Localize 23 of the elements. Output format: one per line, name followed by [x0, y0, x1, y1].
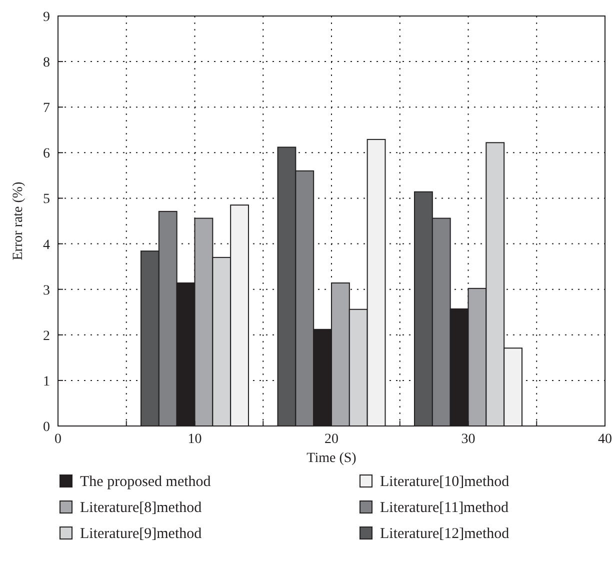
y-tick-label: 6 [43, 146, 50, 162]
y-tick-label: 5 [43, 192, 50, 208]
legend-label: Literature[10]method [380, 474, 510, 490]
legend-label: Literature[8]method [80, 500, 202, 516]
legend-label: Literature[11]method [380, 500, 510, 516]
y-tick-label: 2 [43, 328, 50, 344]
y-tick-label: 0 [43, 420, 50, 435]
x-tick-label: 20 [324, 432, 338, 447]
y-tick-label: 9 [43, 10, 50, 25]
x-tick-label: 10 [188, 432, 202, 447]
y-tick-label: 7 [43, 101, 50, 116]
y-tick-label: 1 [43, 374, 50, 390]
x-tick-label: 30 [461, 432, 476, 447]
legend-label: Literature[9]method [80, 526, 202, 542]
legend-label: Literature[12]method [380, 526, 510, 542]
y-tick-label: 8 [43, 56, 50, 71]
x-tick-label: 0 [54, 432, 62, 447]
y-tick-label: 3 [43, 283, 50, 298]
y-tick-label: 4 [43, 238, 50, 253]
y-axis-title: Error rate (%) [11, 181, 26, 260]
legend-label: The proposed method [80, 474, 212, 490]
x-axis-title: Time (S) [306, 451, 357, 466]
x-tick-label: 40 [598, 432, 612, 447]
